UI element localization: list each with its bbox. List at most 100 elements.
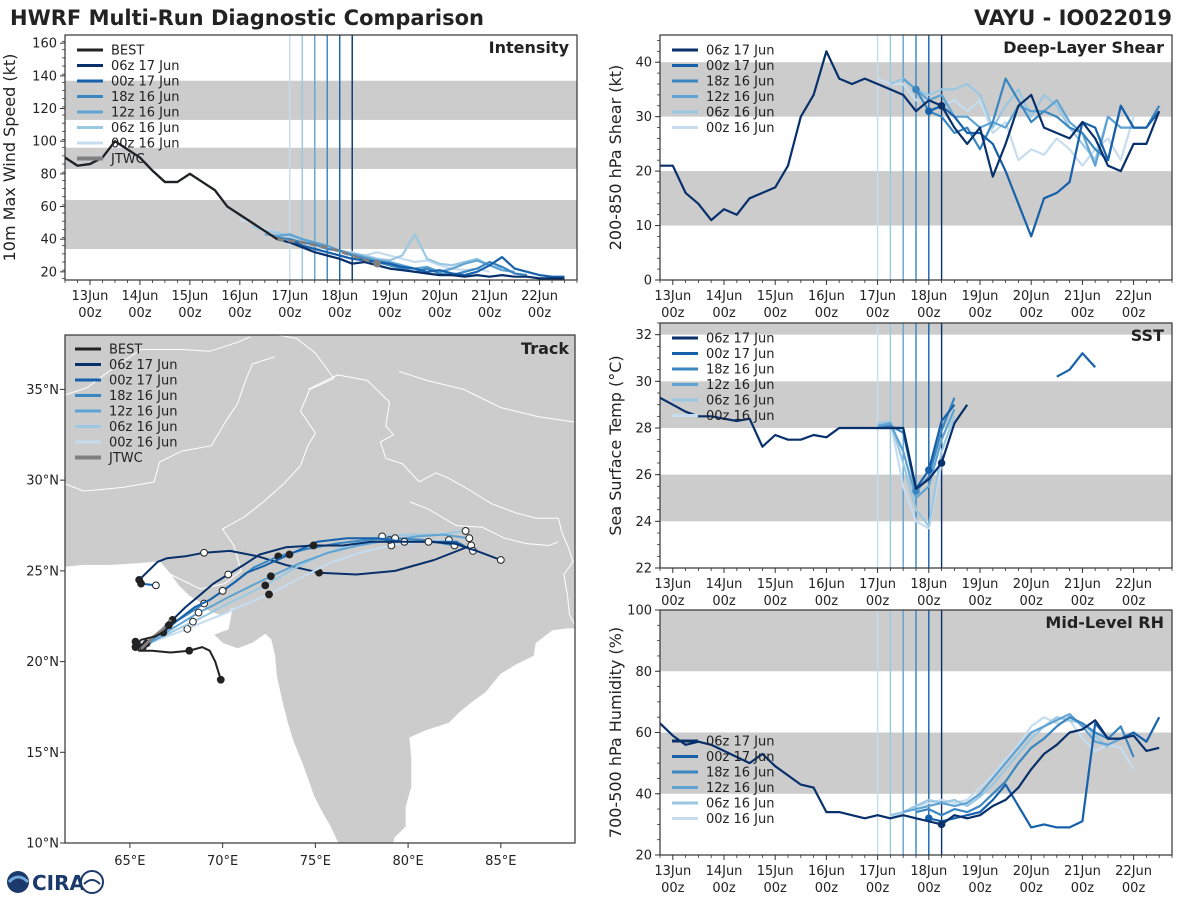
x-tick-hour: 00z: [917, 881, 941, 896]
track-point-12z-16-jun: [465, 534, 474, 543]
x-tick-date: 17Jun: [859, 864, 896, 879]
x-tick-hour: 00z: [815, 594, 839, 609]
y-tick-label: 22: [635, 562, 652, 577]
track-point-06z-17-jun: [135, 576, 144, 584]
x-tick-hour: 00z: [917, 594, 941, 609]
x-tick-hour: 00z: [712, 881, 736, 896]
series-line-00z-17-jun: [289, 238, 565, 278]
map-frame: [64, 334, 576, 844]
y-axis-label: 10m Max Wind Speed (kt): [0, 54, 19, 262]
series-marker-jtwc: [373, 259, 381, 268]
series-line-06z-17-jun: [660, 719, 1160, 826]
x-tick-date: 17Jun: [271, 289, 308, 304]
x-tick-date: 20Jun: [1013, 577, 1050, 592]
logo-text: CIRA: [32, 871, 86, 895]
x-tick-date: 19Jun: [371, 289, 408, 304]
x-tick-hour: 00z: [968, 881, 992, 896]
legend-label-18z-16-jun: 18z 16 Jun: [706, 363, 775, 378]
track-point-best: [185, 646, 194, 655]
plot-frame: [64, 34, 578, 281]
lon-tick-label: 65°E: [114, 854, 145, 869]
y-tick-label: 20: [635, 165, 652, 180]
track-point-06z-17-jun: [424, 537, 433, 546]
lat-tick-label: 35°N: [26, 383, 59, 398]
y-axis-label: 700-500 hPa Humidity (%): [606, 627, 625, 838]
series-line-00z-17-jun: [928, 104, 1161, 238]
track-point-00z-17-jun: [285, 550, 294, 559]
lat-tick-label: 15°N: [26, 746, 59, 761]
x-tick-hour: 00z: [764, 594, 788, 609]
x-tick-hour: 00z: [661, 881, 685, 896]
track-point-06z-17-jun: [200, 548, 208, 557]
y-tick-label: 100: [627, 604, 652, 619]
x-tick-date: 16Jun: [221, 289, 258, 304]
track-line-00z-16-jun: [135, 539, 449, 645]
legend-label-06z-16-jun: 06z 16 Jun: [111, 121, 180, 136]
x-tick-date: 20Jun: [421, 289, 458, 304]
shaded-band-1: [65, 147, 577, 169]
track-point-06z-17-jun: [309, 541, 318, 550]
x-tick-date: 22Jun: [1115, 289, 1152, 304]
series-marker-18z-16-jun: [912, 85, 920, 94]
x-tick-date: 21Jun: [1064, 864, 1101, 879]
legend-label-18z-16-jun: 18z 16 Jun: [111, 90, 180, 105]
x-tick-hour: 00z: [815, 881, 839, 896]
map-border-line-8: [398, 370, 575, 423]
x-tick-hour: 00z: [528, 306, 552, 321]
x-tick-hour: 00z: [917, 306, 941, 321]
x-tick-hour: 00z: [1122, 306, 1146, 321]
x-tick-hour: 00z: [866, 306, 890, 321]
legend-label-06z-16-jun: 06z 16 Jun: [706, 797, 775, 812]
map-border-line-3: [385, 457, 559, 519]
x-tick-date: 14Jun: [121, 289, 158, 304]
legend-label-best: BEST: [111, 44, 144, 59]
x-tick-hour: 00z: [866, 881, 890, 896]
legend-label-12z-16-jun: 12z 16 Jun: [111, 106, 180, 121]
legend-label-00z-16-jun: 00z 16 Jun: [706, 812, 775, 827]
track-line-best: [134, 624, 222, 680]
legend-label-18z-16-jun: 18z 16 Jun: [109, 389, 178, 404]
x-tick-hour: 00z: [128, 306, 152, 321]
x-tick-date: 16Jun: [808, 577, 845, 592]
legend-label-06z-16-jun: 06z 16 Jun: [109, 420, 178, 435]
map-border-line-2: [65, 336, 251, 396]
x-tick-date: 19Jun: [962, 864, 999, 879]
panel-title: Intensity: [489, 38, 570, 57]
y-tick-label: 60: [40, 200, 57, 215]
x-tick-hour: 00z: [1020, 881, 1044, 896]
shaded-band-0: [65, 199, 577, 249]
x-tick-hour: 00z: [228, 306, 252, 321]
y-tick-label: 140: [32, 69, 57, 84]
x-tick-date: 13Jun: [654, 864, 691, 879]
x-tick-hour: 00z: [968, 594, 992, 609]
track-point-00z-17-jun: [151, 581, 160, 590]
x-tick-date: 21Jun: [1064, 577, 1101, 592]
x-tick-hour: 00z: [428, 306, 452, 321]
logo-seal-wave-icon: [83, 879, 101, 885]
map-border-line-1: [65, 356, 275, 492]
legend-label-06z-17-jun: 06z 17 Jun: [706, 44, 775, 59]
legend-label-00z-16-jun: 00z 16 Jun: [111, 137, 180, 152]
legend-label-12z-16-jun: 12z 16 Jun: [706, 90, 775, 105]
track-point-00z-16-jun: [265, 590, 273, 599]
legend-label-06z-17-jun: 06z 17 Jun: [111, 59, 180, 74]
x-tick-date: 18Jun: [321, 289, 358, 304]
x-tick-date: 13Jun: [654, 577, 691, 592]
x-tick-date: 13Jun: [72, 289, 109, 304]
shaded-band-2: [65, 80, 577, 120]
storm-label: VAYU - IO022019: [974, 6, 1172, 30]
logo-globe-icon: [7, 871, 29, 893]
series-marker-18z-16-jun: [912, 487, 920, 495]
rh-chart: 20 40 60 80 100 13Jun 00z 14Jun 00z 15Jun 00z 16Jun…: [606, 604, 1173, 896]
lon-tick-label: 70°E: [207, 854, 238, 869]
x-tick-date: 16Jun: [808, 289, 845, 304]
x-tick-date: 19Jun: [962, 577, 999, 592]
series-line-06z-16-jun: [890, 716, 1109, 817]
legend-label-12z-16-jun: 12z 16 Jun: [706, 378, 775, 393]
x-tick-date: 22Jun: [1115, 864, 1152, 879]
y-tick-label: 30: [635, 375, 652, 390]
series-marker-06z-17-jun: [937, 820, 946, 829]
series-line-jtwc: [277, 237, 378, 266]
x-tick-hour: 00z: [378, 306, 402, 321]
series-line-12z-16-jun: [877, 408, 956, 500]
